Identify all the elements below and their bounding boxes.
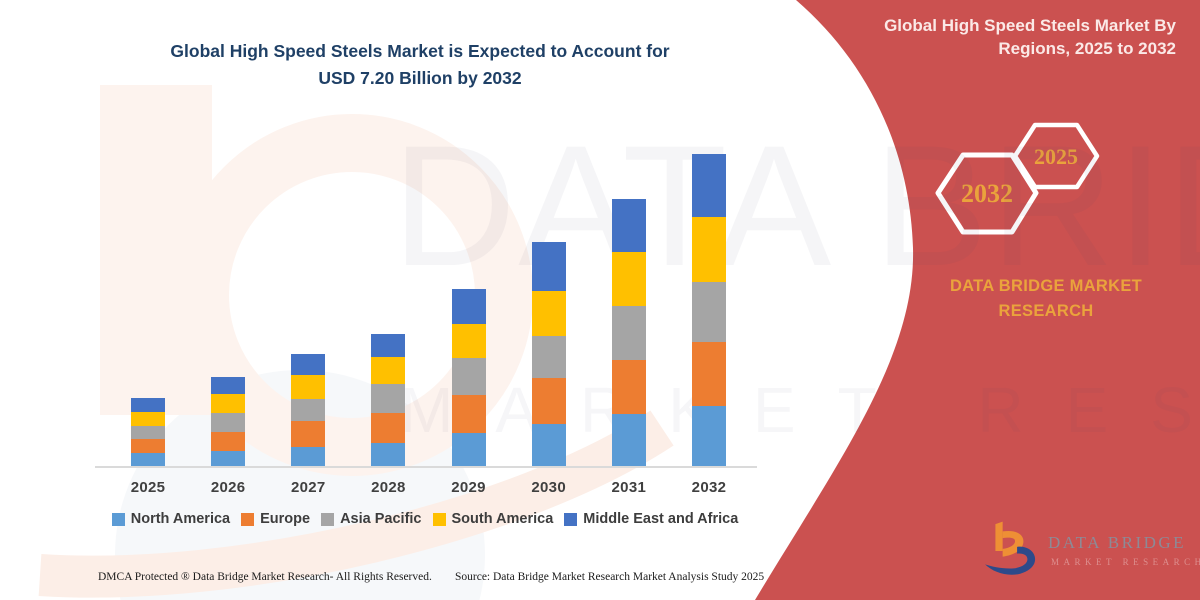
bar-segment xyxy=(611,251,646,306)
x-axis-label: 2031 xyxy=(611,479,647,496)
legend-item: Middle East and Africa xyxy=(564,511,738,527)
legend-swatch-icon xyxy=(321,512,335,526)
x-axis-label: 2030 xyxy=(531,479,566,496)
panel-title-line2: Regions, 2025 to 2032 xyxy=(998,39,1176,58)
bar-segment xyxy=(691,341,726,406)
hexagon-2032 xyxy=(935,152,1039,235)
logo-wordmark: DATA BRIDGE xyxy=(1048,533,1187,552)
bar-segment xyxy=(211,377,246,395)
panel-brand-line1: DATA BRIDGE MARKET xyxy=(949,277,1143,295)
x-axis-label: 2026 xyxy=(210,479,246,496)
bar-segment xyxy=(131,452,165,466)
legend-item: Asia Pacific xyxy=(321,511,422,527)
chart-title: Global High Speed Steels Market is Expec… xyxy=(130,38,710,92)
panel-brand-line2: RESEARCH xyxy=(998,302,1094,320)
legend-label: Middle East and Africa xyxy=(583,511,739,527)
bar-segment xyxy=(291,374,326,399)
databridge-logo-icon xyxy=(985,521,1036,575)
panel-title-line1: Global High Speed Steels Market By xyxy=(884,16,1176,35)
bar-segment xyxy=(611,305,646,360)
chart-title-line1: Global High Speed Steels Market is Expec… xyxy=(170,41,670,61)
chart-title-line2: USD 7.20 Billion by 2032 xyxy=(318,68,522,88)
bar-segment xyxy=(131,397,165,413)
bar-segment xyxy=(691,405,726,466)
legend-swatch-icon xyxy=(241,512,255,526)
legend-swatch-icon xyxy=(432,512,446,526)
bar-segment xyxy=(131,425,165,440)
bar-segment xyxy=(611,198,646,252)
logo-tagline: MARKET RESEARCH xyxy=(1051,557,1200,567)
bar-segment xyxy=(451,432,486,466)
legend-item: North America xyxy=(111,511,231,527)
bar-segment xyxy=(531,242,566,291)
footer-copyright: DMCA Protected ® Data Bridge Market Rese… xyxy=(98,571,432,583)
x-axis-label: 2028 xyxy=(371,479,406,496)
legend-label: South America xyxy=(451,511,554,527)
x-axis-label: 2027 xyxy=(290,479,326,496)
bar-segment xyxy=(131,439,165,453)
hexagon-2025-label: 2025 xyxy=(1034,144,1078,169)
bar-segment xyxy=(291,420,326,447)
legend: North America Europe Asia Pacific South Ame… xyxy=(85,511,765,527)
bar-segment xyxy=(611,413,646,466)
panel-brand-text: DATA BRIDGE MARKET RESEARCH xyxy=(930,274,1162,324)
bar-segment xyxy=(691,217,726,282)
bar-segment xyxy=(531,378,566,424)
legend-item: South America xyxy=(432,511,554,527)
bar-segment xyxy=(451,358,486,395)
hexagon-2032-label: 2032 xyxy=(961,179,1013,208)
bar-segment xyxy=(691,154,726,218)
bar-segment xyxy=(451,394,486,433)
x-axis-line xyxy=(95,466,757,468)
bar-segment xyxy=(531,336,566,379)
bar-segment xyxy=(451,323,486,359)
x-axis-label: 2032 xyxy=(691,479,727,496)
legend-item: Europe xyxy=(241,511,310,527)
bar-segment xyxy=(531,423,566,466)
legend-label: North America xyxy=(130,511,231,527)
bar-segment xyxy=(371,413,406,443)
bar-segment xyxy=(211,413,246,433)
bar-segment xyxy=(371,384,406,414)
legend-swatch-icon xyxy=(111,512,125,526)
legend-swatch-icon xyxy=(564,512,578,526)
bar-segment xyxy=(131,412,165,426)
bar-segment xyxy=(291,446,326,466)
bar-segment xyxy=(451,289,486,324)
side-panel-shape xyxy=(755,0,1200,600)
bar-segment xyxy=(371,442,406,466)
footer-source: Source: Data Bridge Market Research Mark… xyxy=(455,571,765,583)
bar-segment xyxy=(211,432,246,451)
bar-segment xyxy=(691,281,726,342)
bar-segment xyxy=(611,359,646,414)
bar-segment xyxy=(211,450,246,466)
bar-segment xyxy=(371,357,406,385)
bar-segment xyxy=(211,394,246,414)
bar-segment xyxy=(291,398,326,421)
bar-segment xyxy=(291,354,326,375)
legend-label: Europe xyxy=(260,511,311,527)
legend-label: Asia Pacific xyxy=(340,511,422,527)
bar-segment xyxy=(371,334,406,358)
panel-title: Global High Speed Steels Market By Regio… xyxy=(836,14,1176,60)
bar-segment xyxy=(531,290,566,337)
x-axis-label: 2029 xyxy=(451,479,486,496)
x-axis-label: 2025 xyxy=(130,479,166,496)
